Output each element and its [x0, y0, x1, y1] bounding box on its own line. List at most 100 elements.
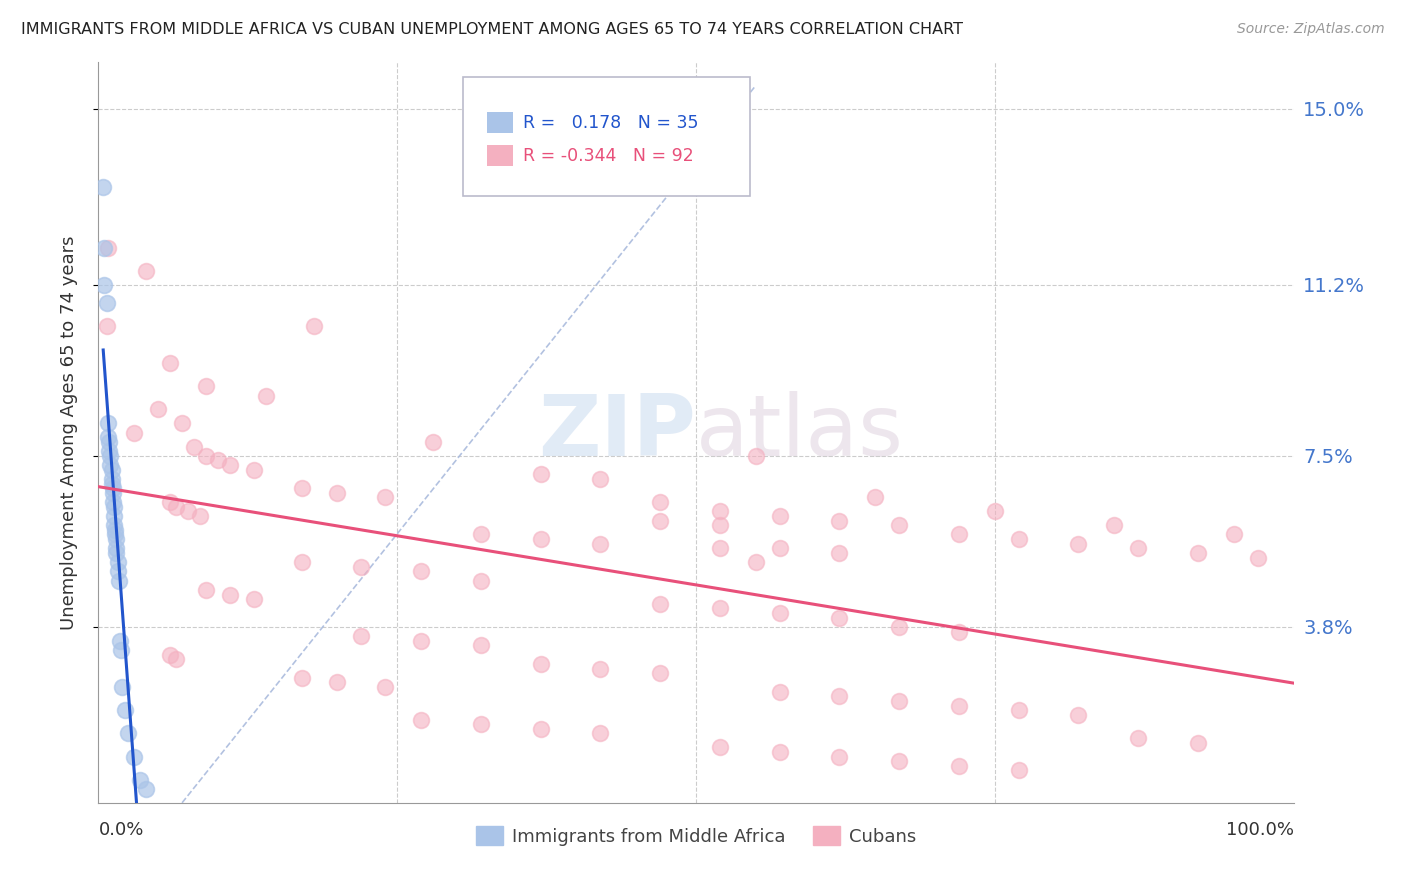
FancyBboxPatch shape	[486, 145, 513, 166]
Cubans	[326, 485, 349, 500]
Immigrants from Middle Africa	[103, 518, 125, 533]
Immigrants from Middle Africa	[101, 495, 124, 509]
Cubans	[709, 740, 731, 755]
Cubans	[243, 592, 266, 607]
Cubans	[470, 717, 492, 731]
Cubans	[768, 685, 790, 699]
Cubans	[1008, 764, 1031, 778]
Cubans	[195, 379, 218, 393]
Cubans	[1104, 518, 1126, 533]
Cubans	[530, 532, 553, 546]
Immigrants from Middle Africa	[107, 565, 129, 579]
Cubans	[648, 514, 672, 528]
Cubans	[291, 671, 314, 685]
Cubans	[124, 425, 146, 440]
Cubans	[97, 240, 120, 255]
Cubans	[530, 657, 553, 671]
Cubans	[1247, 550, 1270, 565]
Cubans	[1067, 536, 1090, 550]
Cubans	[768, 606, 790, 620]
Cubans	[948, 624, 970, 639]
Text: IMMIGRANTS FROM MIDDLE AFRICA VS CUBAN UNEMPLOYMENT AMONG AGES 65 TO 74 YEARS CO: IMMIGRANTS FROM MIDDLE AFRICA VS CUBAN U…	[21, 22, 963, 37]
Cubans	[984, 504, 1007, 518]
Cubans	[865, 491, 887, 505]
Cubans	[291, 481, 314, 495]
Cubans	[350, 629, 373, 643]
Cubans	[1187, 546, 1209, 560]
Immigrants from Middle Africa	[104, 523, 127, 537]
Cubans	[411, 713, 433, 727]
Cubans	[1067, 707, 1090, 722]
Cubans	[159, 356, 181, 370]
Text: R = -0.344   N = 92: R = -0.344 N = 92	[523, 146, 693, 165]
Cubans	[195, 449, 218, 463]
Immigrants from Middle Africa	[104, 527, 127, 541]
Cubans	[148, 402, 170, 417]
Cubans	[302, 319, 325, 334]
Cubans	[709, 601, 731, 615]
Cubans	[350, 559, 373, 574]
Text: ZIP: ZIP	[538, 391, 696, 475]
Cubans	[411, 633, 433, 648]
Cubans	[709, 518, 731, 533]
Cubans	[709, 541, 731, 556]
Immigrants from Middle Africa	[98, 444, 121, 458]
Immigrants from Middle Africa	[117, 726, 139, 740]
Cubans	[745, 555, 768, 569]
Cubans	[374, 491, 396, 505]
Cubans	[1187, 736, 1209, 750]
Cubans	[768, 745, 790, 759]
Cubans	[828, 514, 851, 528]
Immigrants from Middle Africa	[105, 532, 128, 546]
Cubans	[374, 680, 396, 694]
Cubans	[219, 458, 242, 472]
Text: R =   0.178   N = 35: R = 0.178 N = 35	[523, 114, 699, 132]
Immigrants from Middle Africa	[98, 434, 121, 449]
Text: atlas: atlas	[696, 391, 904, 475]
Immigrants from Middle Africa	[97, 430, 120, 444]
Immigrants from Middle Africa	[129, 772, 152, 787]
Cubans	[828, 546, 851, 560]
Cubans	[530, 467, 553, 482]
Cubans	[648, 495, 672, 509]
Cubans	[709, 504, 731, 518]
Cubans	[195, 582, 218, 597]
Cubans	[889, 518, 911, 533]
Cubans	[1128, 731, 1150, 745]
Immigrants from Middle Africa	[100, 476, 122, 491]
Cubans	[948, 527, 970, 541]
Cubans	[96, 319, 118, 334]
Cubans	[254, 389, 277, 403]
Cubans	[165, 500, 187, 514]
Cubans	[135, 263, 157, 277]
Immigrants from Middle Africa	[100, 472, 122, 486]
Cubans	[422, 434, 444, 449]
Cubans	[768, 541, 790, 556]
Cubans	[1008, 532, 1031, 546]
Cubans	[948, 758, 970, 772]
Immigrants from Middle Africa	[101, 481, 124, 495]
Immigrants from Middle Africa	[110, 643, 132, 657]
Cubans	[589, 472, 612, 486]
Cubans	[470, 639, 492, 653]
Cubans	[243, 462, 266, 476]
Cubans	[889, 694, 911, 708]
Cubans	[530, 722, 553, 736]
Text: 0.0%: 0.0%	[98, 822, 143, 839]
Cubans	[159, 495, 181, 509]
Y-axis label: Unemployment Among Ages 65 to 74 years: Unemployment Among Ages 65 to 74 years	[59, 235, 77, 630]
Immigrants from Middle Africa	[114, 703, 136, 717]
Cubans	[177, 504, 200, 518]
Cubans	[589, 726, 612, 740]
Cubans	[1008, 703, 1031, 717]
Text: Source: ZipAtlas.com: Source: ZipAtlas.com	[1237, 22, 1385, 37]
Immigrants from Middle Africa	[108, 633, 131, 648]
Text: 100.0%: 100.0%	[1226, 822, 1294, 839]
Immigrants from Middle Africa	[91, 180, 114, 194]
Cubans	[326, 675, 349, 690]
Cubans	[889, 620, 911, 634]
Immigrants from Middle Africa	[107, 574, 129, 588]
Cubans	[219, 588, 242, 602]
Cubans	[768, 508, 790, 523]
Immigrants from Middle Africa	[111, 680, 134, 694]
